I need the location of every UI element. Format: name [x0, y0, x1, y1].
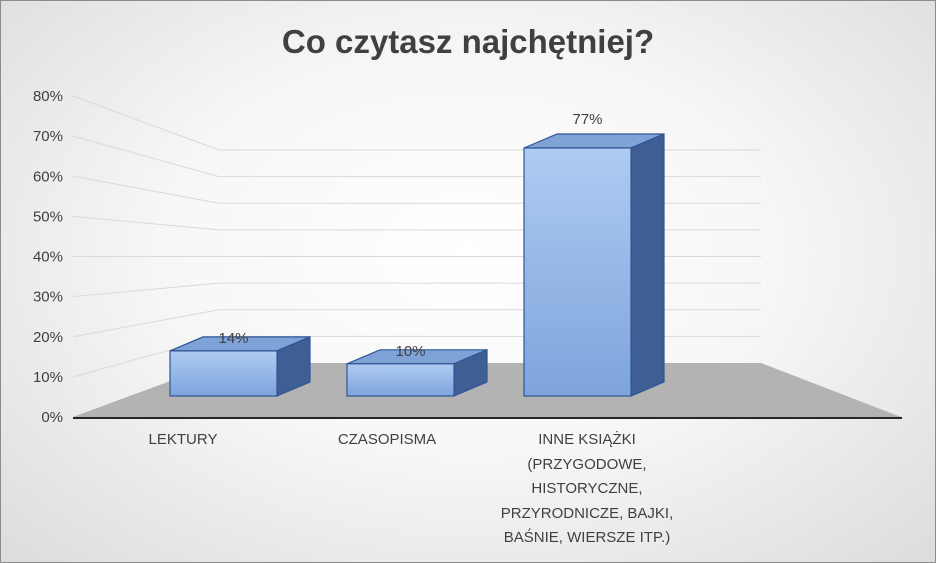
y-tick-label: 20%: [33, 329, 63, 346]
bar-front-face: [523, 147, 632, 397]
data-label: 14%: [218, 330, 248, 347]
y-tick-label: 50%: [33, 208, 63, 225]
bar: [523, 133, 665, 397]
y-tick-label: 60%: [33, 168, 63, 185]
y-tick-label: 30%: [33, 289, 63, 306]
data-label: 10%: [395, 343, 425, 360]
x-tick-label: CZASOPISMA: [337, 431, 437, 448]
y-tick-label: 70%: [33, 128, 63, 145]
bar-front-face: [346, 363, 455, 397]
data-labels: 14% 10% 77%: [218, 111, 602, 360]
y-tick-label: 0%: [41, 409, 63, 426]
bar: [346, 348, 488, 397]
y-tick-label: 40%: [33, 249, 63, 266]
bars: [169, 133, 665, 397]
x-tick-label: LEKTURY: [148, 431, 218, 448]
bar: [169, 336, 311, 397]
bar-front-face: [169, 350, 278, 397]
bar-side-face: [630, 133, 665, 397]
y-tick-label: 10%: [33, 369, 63, 386]
chart-title: Co czytasz najchętniej?: [281, 23, 655, 60]
y-axis: 0% 10% 20% 30% 40% 50% 60% 70% 80%: [33, 88, 63, 426]
data-label: 77%: [572, 111, 602, 128]
y-tick-label: 80%: [33, 88, 63, 105]
x-tick-label: INNE KSIĄŻKI (PRZYGODOWE, HISTORYCZNE, P…: [500, 431, 674, 546]
